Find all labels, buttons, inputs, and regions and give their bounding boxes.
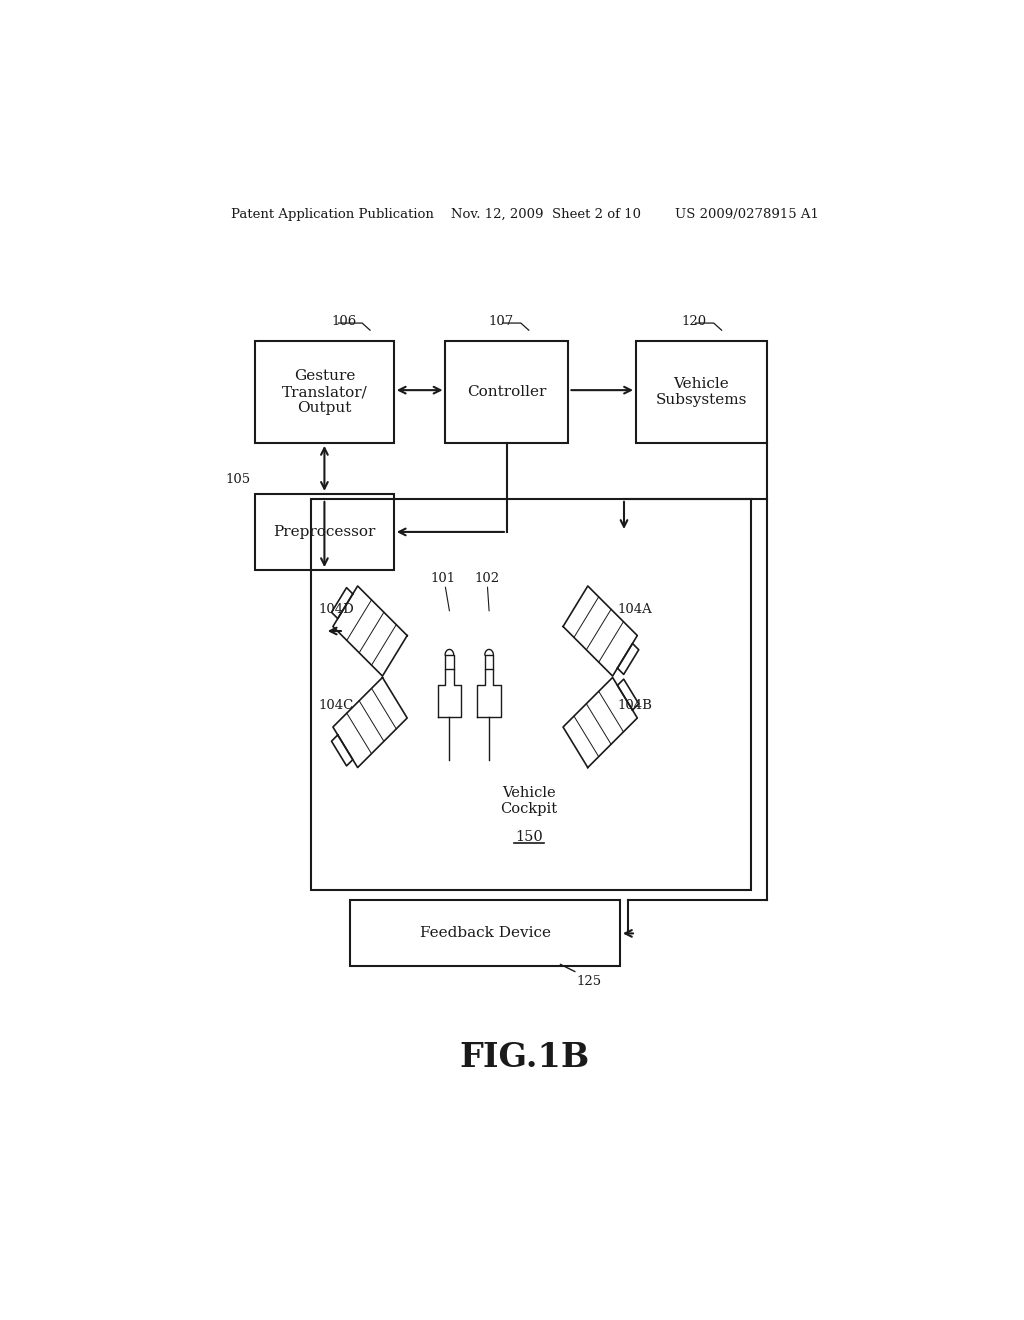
- Text: 120: 120: [682, 315, 707, 329]
- Text: Preprocessor: Preprocessor: [273, 525, 376, 539]
- Text: 104A: 104A: [617, 603, 652, 616]
- FancyBboxPatch shape: [445, 342, 568, 444]
- FancyBboxPatch shape: [350, 900, 621, 966]
- FancyBboxPatch shape: [255, 494, 394, 570]
- FancyBboxPatch shape: [255, 342, 394, 444]
- Text: 104B: 104B: [617, 698, 652, 711]
- Text: Vehicle
Cockpit: Vehicle Cockpit: [500, 785, 557, 816]
- Text: Feedback Device: Feedback Device: [420, 927, 551, 940]
- Text: 104C: 104C: [318, 698, 353, 711]
- Text: 125: 125: [577, 974, 601, 987]
- Text: FIG.1B: FIG.1B: [460, 1041, 590, 1074]
- Text: 101: 101: [430, 573, 456, 585]
- Text: 102: 102: [474, 573, 500, 585]
- Text: 104D: 104D: [318, 603, 354, 616]
- Text: Gesture
Translator/
Output: Gesture Translator/ Output: [282, 370, 368, 416]
- Text: 106: 106: [332, 315, 356, 329]
- Text: Patent Application Publication    Nov. 12, 2009  Sheet 2 of 10        US 2009/02: Patent Application Publication Nov. 12, …: [230, 207, 819, 220]
- Text: 105: 105: [226, 473, 251, 486]
- Text: Vehicle
Subsystems: Vehicle Subsystems: [655, 378, 748, 408]
- Text: 150: 150: [515, 830, 543, 845]
- Text: Controller: Controller: [467, 385, 547, 399]
- FancyBboxPatch shape: [636, 342, 767, 444]
- Text: 107: 107: [488, 315, 514, 329]
